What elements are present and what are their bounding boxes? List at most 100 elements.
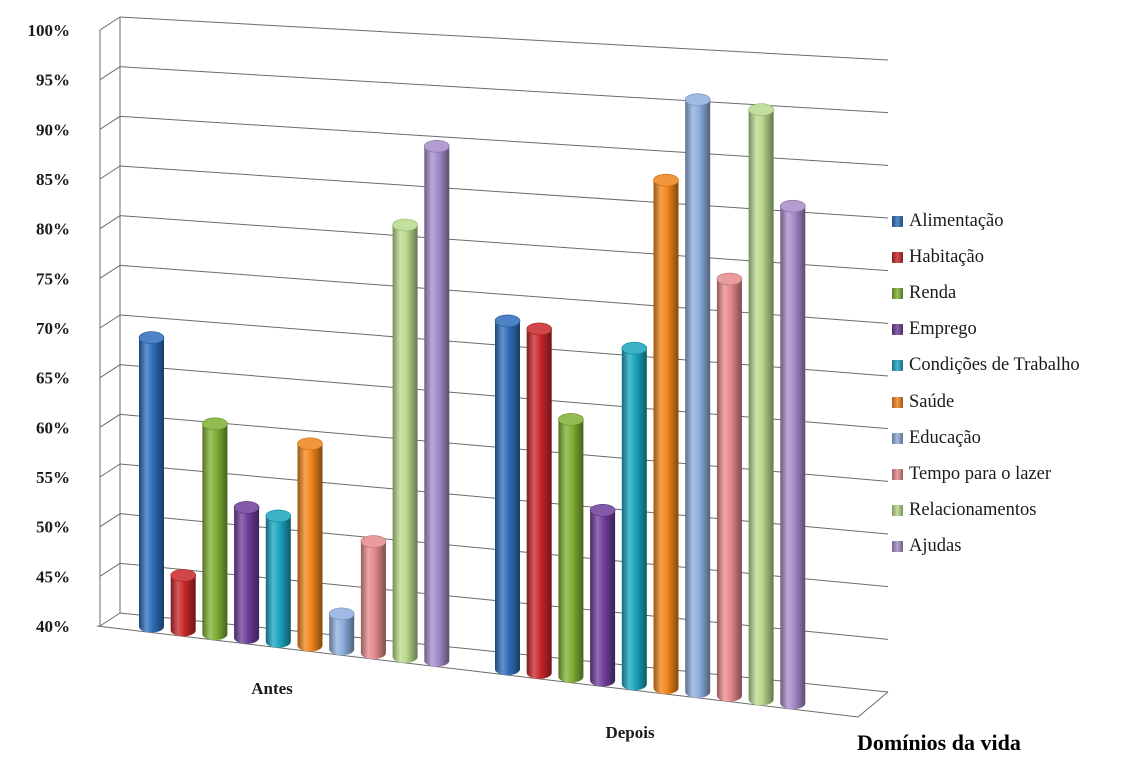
floor-edge	[96, 625, 889, 718]
bar-top	[558, 413, 584, 426]
bar-body	[297, 443, 323, 652]
y-tick-label: 95%	[36, 71, 70, 90]
bar	[360, 535, 387, 660]
legend-label: Alimentação	[909, 210, 1004, 231]
bar-body	[234, 507, 260, 644]
bar-top	[202, 417, 228, 431]
category-label: Antes	[251, 679, 293, 698]
bar	[297, 437, 323, 652]
bar	[558, 413, 584, 683]
bar-body	[329, 613, 355, 656]
y-tick-label: 85%	[36, 170, 70, 189]
gridline-side	[99, 215, 121, 230]
y-tick-label: 65%	[36, 369, 70, 388]
bar-body	[780, 206, 806, 710]
legend-label: Emprego	[909, 319, 977, 340]
legend-swatch	[892, 468, 903, 480]
category-labels: Antes Depois	[251, 679, 655, 742]
bar-body	[170, 575, 196, 637]
y-tick-label: 40%	[36, 617, 70, 636]
bar-top	[392, 218, 418, 232]
bar-body	[748, 109, 774, 706]
bar-top	[328, 607, 355, 621]
legend-item: Renda	[892, 275, 1118, 311]
bar-body	[202, 423, 228, 641]
bar-top	[170, 569, 196, 582]
y-tick-label: 50%	[36, 518, 70, 537]
bar	[779, 199, 806, 710]
legend-item: Habitação	[892, 239, 1118, 275]
legend-label: Ajudas	[909, 536, 962, 557]
bar-body	[392, 225, 418, 663]
bar	[684, 93, 711, 698]
bar-body	[424, 146, 450, 667]
bar-top	[494, 314, 521, 328]
bar	[653, 173, 679, 695]
gridline-side	[99, 612, 121, 627]
legend-label: Saúde	[909, 391, 955, 412]
bar-body	[139, 337, 164, 633]
bar	[621, 341, 648, 691]
bar	[716, 272, 743, 702]
bar	[526, 322, 553, 679]
bar-top	[621, 341, 648, 355]
category-label: Depois	[605, 723, 655, 742]
gridline-side	[99, 16, 121, 31]
bar-body	[716, 279, 742, 702]
legend-swatch	[892, 215, 903, 227]
y-tick-label: 60%	[36, 418, 70, 437]
bar	[748, 103, 774, 706]
bar	[494, 314, 521, 676]
gridline-side	[99, 115, 121, 130]
y-tick-label: 70%	[36, 319, 70, 338]
bar-body	[621, 348, 647, 691]
gridline-side	[99, 264, 121, 279]
bar	[392, 218, 418, 663]
bar-body	[558, 419, 584, 683]
gridline-side	[99, 562, 121, 577]
gridline-side	[99, 513, 121, 528]
bar	[423, 139, 450, 667]
bar-top	[589, 503, 616, 517]
legend-item: Tempo para o lazer	[892, 456, 1118, 492]
bar-body	[265, 515, 291, 648]
bar-top	[716, 272, 743, 286]
bar-top	[748, 103, 774, 116]
gridline-side	[99, 314, 121, 329]
y-tick-label: 55%	[36, 468, 70, 487]
legend-item: Condições de Trabalho	[892, 348, 1118, 384]
bar	[328, 607, 355, 656]
bar-body	[495, 320, 520, 676]
legend-label: Relacionamentos	[909, 500, 1037, 521]
legend-label: Renda	[909, 282, 957, 303]
gridline-side	[99, 165, 121, 180]
bar	[170, 569, 196, 637]
gridline-side	[99, 413, 121, 428]
legend-label: Tempo para o lazer	[909, 463, 1052, 484]
y-tick-labels: 40% 45% 50% 55% 60% 65% 70% 75% 80% 85% 90% 95% 100%	[28, 21, 71, 636]
bar-top	[653, 173, 679, 187]
bar-body	[360, 541, 386, 660]
bar-top	[526, 322, 553, 336]
bars	[138, 93, 806, 710]
bar	[138, 331, 165, 633]
legend-label: Educação	[909, 427, 981, 448]
legend-label: Condições de Trabalho	[909, 355, 1080, 376]
bar-top	[138, 331, 165, 344]
legend-swatch	[892, 324, 903, 336]
gridline-side	[99, 364, 121, 379]
gridline	[119, 16, 889, 61]
legend-swatch	[892, 251, 903, 263]
bar-top	[265, 509, 292, 523]
gridline-side	[99, 463, 121, 478]
y-tick-label: 90%	[36, 120, 70, 139]
bar	[202, 417, 228, 641]
gridline	[119, 66, 889, 114]
legend-item: Relacionamentos	[892, 493, 1118, 529]
bar-top	[233, 501, 260, 514]
bar-body	[526, 328, 552, 679]
y-tick-label: 80%	[36, 220, 70, 239]
y-tick-label: 100%	[28, 21, 71, 40]
bar-body	[590, 510, 616, 687]
